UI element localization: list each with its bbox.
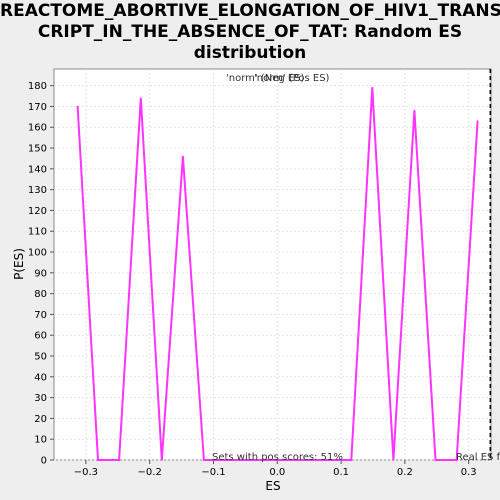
y-tick-label: 110 <box>28 227 47 238</box>
y-axis-label: P(ES) <box>12 248 26 280</box>
data-point <box>392 459 395 461</box>
y-tick-label: 30 <box>34 393 47 404</box>
data-point <box>434 459 437 461</box>
x-tick-label: 0.0 <box>269 467 285 478</box>
es-distribution-line <box>76 87 479 461</box>
y-tick-label: 20 <box>34 414 47 425</box>
x-axis-label: ES <box>265 479 280 493</box>
data-point <box>139 97 142 99</box>
y-tick-label: 120 <box>28 206 47 217</box>
y-tick-label: 170 <box>28 102 47 113</box>
y-tick-label: 90 <box>34 268 47 279</box>
y-tick-label: 140 <box>28 164 47 175</box>
x-tick-label: 0.1 <box>333 467 349 478</box>
y-tick-label: 60 <box>34 331 47 342</box>
y-tick-label: 50 <box>34 352 47 363</box>
x-tick-label: −0.1 <box>201 467 225 478</box>
y-tick-label: 180 <box>28 81 47 92</box>
data-point <box>224 459 226 461</box>
data-point <box>476 120 479 122</box>
series <box>76 86 479 461</box>
data-point <box>97 459 99 461</box>
annotation-pos-scores: Sets with pos scores: 51% <box>212 452 343 463</box>
y-tick-label: 150 <box>28 144 47 155</box>
x-tick-label: −0.2 <box>138 467 162 478</box>
data-point <box>161 459 163 461</box>
data-point <box>329 459 332 461</box>
y-tick-label: 10 <box>34 435 47 446</box>
chart-title-line-1: REACTOME_ABORTIVE_ELONGATION_OF_HIV1_TRA… <box>0 1 500 21</box>
data-point <box>203 459 205 461</box>
data-point <box>182 155 184 158</box>
y-tick-label: 100 <box>28 248 47 259</box>
legend-pos-es: 'norm' (Pos ES) <box>254 73 330 84</box>
data-point <box>455 459 458 461</box>
y-tick-label: 40 <box>34 372 47 383</box>
data-point <box>266 459 268 461</box>
legend-neg-es: 'norm' (Neg ES) <box>226 73 305 84</box>
axes: 0 10 20 30 40 50 60 70 80 90 100 110 120 130 140 150 160… <box>28 81 477 478</box>
real-es-label: Real ES f <box>456 452 500 463</box>
y-tick-label: 70 <box>34 310 47 321</box>
data-point <box>76 105 79 108</box>
chart-title-line-3: distribution <box>193 43 307 63</box>
x-tick-label: −0.3 <box>74 467 98 478</box>
chart-title-line-2: CRIPT_IN_THE_ABSENCE_OF_TAT: Random ES <box>37 22 463 42</box>
y-tick-label: 0 <box>41 456 47 467</box>
y-tick-label: 80 <box>34 289 47 300</box>
chart-title: REACTOME_ABORTIVE_ELONGATION_OF_HIV1_TRA… <box>0 1 500 64</box>
data-point <box>350 459 353 461</box>
x-tick-label: 0.2 <box>397 467 413 478</box>
data-point <box>371 86 374 89</box>
plot-area <box>53 68 492 461</box>
x-tick-label: 0.3 <box>461 467 477 478</box>
data-point <box>287 459 289 461</box>
y-tick-label: 130 <box>28 185 47 196</box>
data-point <box>245 459 247 461</box>
data-point <box>308 459 310 461</box>
data-point <box>118 459 120 461</box>
data-point <box>413 109 416 112</box>
y-tick-label: 160 <box>28 123 47 134</box>
